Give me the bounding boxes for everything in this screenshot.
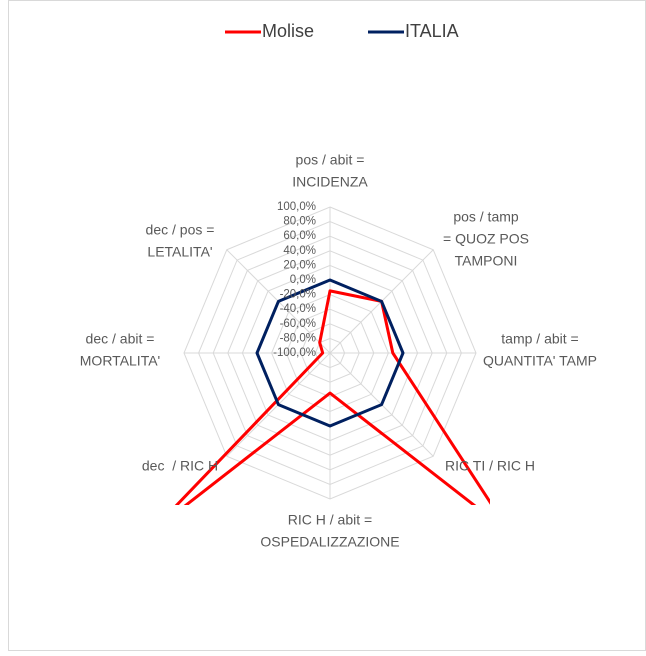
plot-area xyxy=(174,278,490,505)
legend-label: Molise xyxy=(262,21,314,41)
tick-label: 80,0% xyxy=(283,216,316,228)
series-line xyxy=(255,278,405,428)
tick-label: -100,0% xyxy=(273,347,316,359)
tick-label: 0,0% xyxy=(290,274,316,286)
category-label: QUANTITA' TAMP xyxy=(483,353,597,369)
tick-label: -40,0% xyxy=(280,303,316,315)
category-label: dec / pos = xyxy=(146,222,215,238)
category-label: tamp / abit = xyxy=(501,331,578,347)
category-label: pos / tamp xyxy=(453,209,519,225)
tick-label: -20,0% xyxy=(280,289,316,301)
category-label: dec / abit = xyxy=(86,331,155,347)
category-label: dec / RIC H xyxy=(142,458,218,474)
category-label: INCIDENZA xyxy=(292,174,368,190)
category-label: OSPEDALIZZAZIONE xyxy=(260,534,399,550)
legend-label: ITALIA xyxy=(405,21,459,41)
category-label: = QUOZ POS xyxy=(443,231,529,247)
series-line xyxy=(174,289,490,505)
category-label: RIC H / abit = xyxy=(288,512,372,528)
tick-label: 60,0% xyxy=(283,230,316,242)
category-label: TAMPONI xyxy=(455,253,518,269)
grid xyxy=(183,206,477,500)
tick-label: 20,0% xyxy=(283,259,316,271)
tick-label: 100,0% xyxy=(277,201,316,213)
category-label: RIC TI / RIC H xyxy=(445,458,535,474)
category-label: MORTALITA' xyxy=(80,353,160,369)
labels: 100,0% 80,0% 60,0% 40,0% 20,0% 0,0% -20,0% -40,… xyxy=(80,21,597,550)
tick-label: 40,0% xyxy=(283,245,316,257)
category-label: pos / abit = xyxy=(296,152,365,168)
category-label: LETALITA' xyxy=(147,244,212,260)
tick-label: -60,0% xyxy=(280,318,316,330)
tick-label: -80,0% xyxy=(280,332,316,344)
